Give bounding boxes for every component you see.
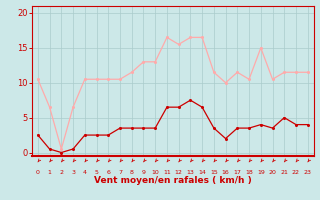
X-axis label: Vent moyen/en rafales ( km/h ): Vent moyen/en rafales ( km/h ) <box>94 176 252 185</box>
